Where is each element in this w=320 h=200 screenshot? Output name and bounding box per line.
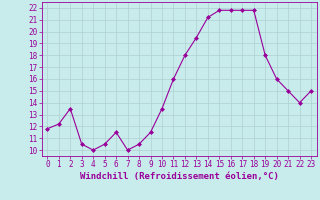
- X-axis label: Windchill (Refroidissement éolien,°C): Windchill (Refroidissement éolien,°C): [80, 172, 279, 181]
